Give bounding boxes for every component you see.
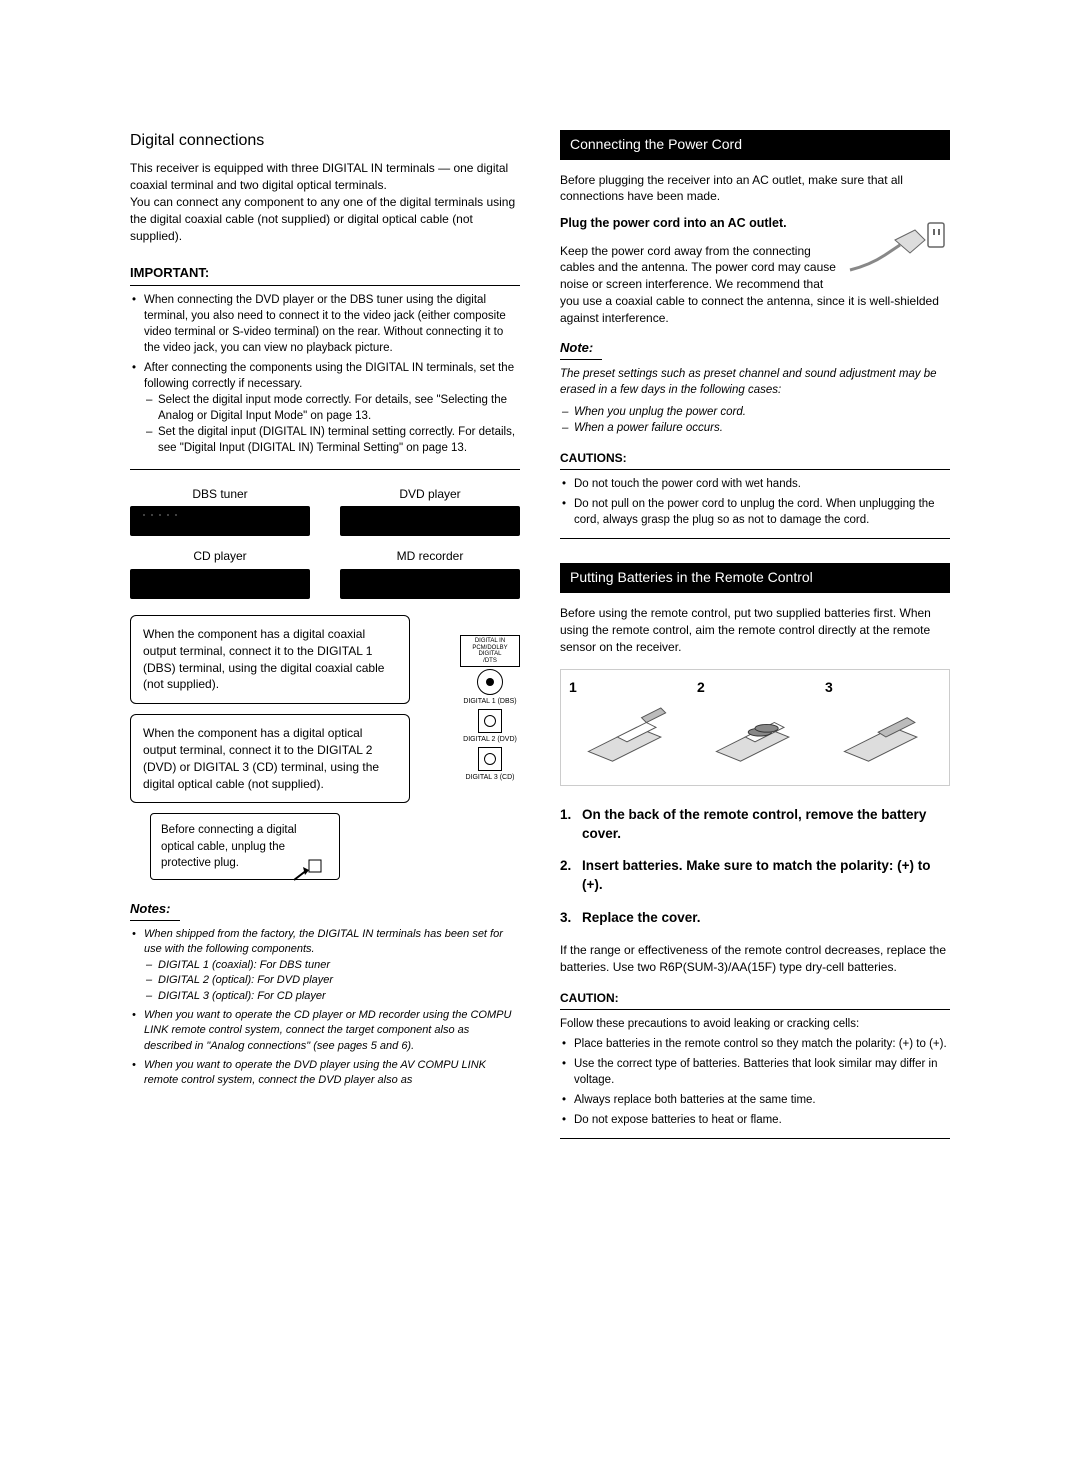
- battery-steps: On the back of the remote control, remov…: [560, 806, 950, 928]
- device-dvd: DVD player: [340, 486, 520, 537]
- cd-box: [130, 569, 310, 599]
- caution-2-2: Use the correct type of batteries. Batte…: [560, 1056, 950, 1088]
- remote-step3-icon: [825, 702, 941, 772]
- callout-optical: When the component has a digital optical…: [130, 714, 410, 803]
- md-box: [340, 569, 520, 599]
- note-3: When you want to operate the DVD player …: [130, 1058, 520, 1089]
- term-2: DIGITAL 2 (DVD): [460, 709, 520, 745]
- remote-step1-icon: [569, 702, 685, 772]
- important-bullet-2-text: After connecting the components using th…: [144, 362, 514, 390]
- caution-2-1: Place batteries in the remote control so…: [560, 1036, 950, 1052]
- battery-panel-1: 1: [569, 678, 685, 776]
- power-plug-icon: [840, 215, 950, 285]
- right-column: Connecting the Power Cord Before pluggin…: [560, 130, 950, 1139]
- note-2: When you want to operate the CD player o…: [130, 1008, 520, 1054]
- term-header: DIGITAL IN PCM/DOLBY DIGITAL /DTS: [460, 635, 520, 667]
- term1-label: DIGITAL 1 (DBS): [460, 697, 520, 707]
- cautions-heading-2: CAUTION:: [560, 990, 950, 1010]
- important-dash-1: Select the digital input mode correctly.…: [144, 392, 520, 424]
- device-md: MD recorder: [340, 548, 520, 599]
- device-dbs: DBS tuner: [130, 486, 310, 537]
- caution-1-1: Do not touch the power cord with wet han…: [560, 476, 950, 492]
- power-note-section: Note: The preset settings such as preset…: [560, 339, 950, 437]
- dbs-label: DBS tuner: [130, 486, 310, 503]
- optical-terminal-icon: [478, 709, 502, 733]
- important-box: When connecting the DVD player or the DB…: [130, 292, 520, 470]
- battery-num-2: 2: [697, 678, 813, 698]
- dbs-box: [130, 506, 310, 536]
- important-dash-2: Set the digital input (DIGITAL IN) termi…: [144, 424, 520, 456]
- caution-1-2: Do not pull on the power cord to unplug …: [560, 496, 950, 528]
- coax-terminal-icon: [477, 669, 503, 695]
- callout-container: When the component has a digital coaxial…: [130, 615, 520, 880]
- device-cd: CD player: [130, 548, 310, 599]
- step-3: Replace the cover.: [560, 909, 950, 928]
- page-columns: Digital connections This receiver is equ…: [130, 130, 950, 1139]
- cautions-heading-1: CAUTIONS:: [560, 450, 950, 470]
- caution-box-1: Do not touch the power cord with wet han…: [560, 476, 950, 539]
- battery-diagram: 1 2 3: [560, 669, 950, 785]
- step-1: On the back of the remote control, remov…: [560, 806, 950, 844]
- power-note-dash-1: When you unplug the power cord.: [560, 404, 950, 420]
- notes-list: When shipped from the factory, the DIGIT…: [130, 927, 520, 1089]
- caution-2-3: Always replace both batteries at the sam…: [560, 1092, 950, 1108]
- plug-icon: [289, 855, 329, 885]
- battery-num-1: 1: [569, 678, 685, 698]
- term2-label: DIGITAL 2 (DVD): [460, 735, 520, 745]
- battery-panel-2: 2: [697, 678, 813, 776]
- batteries-header: Putting Batteries in the Remote Control: [560, 563, 950, 593]
- batteries-intro: Before using the remote control, put two…: [560, 605, 950, 655]
- step-2: Insert batteries. Make sure to match the…: [560, 857, 950, 895]
- md-label: MD recorder: [340, 548, 520, 565]
- digital-intro: This receiver is equipped with three DIG…: [130, 160, 520, 244]
- caution-intro-2: Follow these precautions to avoid leakin…: [560, 1016, 950, 1032]
- caution-box-2: Follow these precautions to avoid leakin…: [560, 1016, 950, 1140]
- digital-connections-title: Digital connections: [130, 130, 520, 152]
- caution-2-4: Do not expose batteries to heat or flame…: [560, 1112, 950, 1128]
- remote-step2-icon: [697, 702, 813, 772]
- important-bullet-2: After connecting the components using th…: [130, 360, 520, 457]
- power-note-dash-2: When a power failure occurs.: [560, 420, 950, 436]
- battery-num-3: 3: [825, 678, 941, 698]
- note-1-text: When shipped from the factory, the DIGIT…: [144, 928, 503, 955]
- note-1-sub-2: DIGITAL 2 (optical): For DVD player: [144, 973, 520, 988]
- note-1-sub-1: DIGITAL 1 (coaxial): For DBS tuner: [144, 958, 520, 973]
- term3-label: DIGITAL 3 (CD): [460, 773, 520, 783]
- left-column: Digital connections This receiver is equ…: [130, 130, 520, 1139]
- notes-heading: Notes:: [130, 900, 180, 921]
- dvd-label: DVD player: [340, 486, 520, 503]
- power-note-heading: Note:: [560, 339, 602, 360]
- device-grid: DBS tuner DVD player CD player MD record…: [130, 486, 520, 600]
- power-intro: Before plugging the receiver into an AC …: [560, 172, 950, 206]
- callout-coaxial: When the component has a digital coaxial…: [130, 615, 410, 704]
- term-3: DIGITAL 3 (CD): [460, 747, 520, 783]
- callout-plug: Before connecting a digital optical cabl…: [150, 813, 340, 879]
- power-cord-header: Connecting the Power Cord: [560, 130, 950, 160]
- cd-label: CD player: [130, 548, 310, 565]
- optical-terminal-icon-2: [478, 747, 502, 771]
- term-1: DIGITAL 1 (DBS): [460, 669, 520, 707]
- dvd-box: [340, 506, 520, 536]
- digital-terminals: DIGITAL IN PCM/DOLBY DIGITAL /DTS DIGITA…: [460, 635, 520, 785]
- note-1-sub-3: DIGITAL 3 (optical): For CD player: [144, 989, 520, 1004]
- note-1: When shipped from the factory, the DIGIT…: [130, 927, 520, 1004]
- callout-plug-text: Before connecting a digital optical cabl…: [161, 824, 297, 868]
- important-heading: IMPORTANT:: [130, 264, 520, 285]
- important-bullet-1: When connecting the DVD player or the DB…: [130, 292, 520, 356]
- battery-panel-3: 3: [825, 678, 941, 776]
- power-note-body: The preset settings such as preset chann…: [560, 366, 950, 398]
- after-steps-text: If the range or effectiveness of the rem…: [560, 942, 950, 976]
